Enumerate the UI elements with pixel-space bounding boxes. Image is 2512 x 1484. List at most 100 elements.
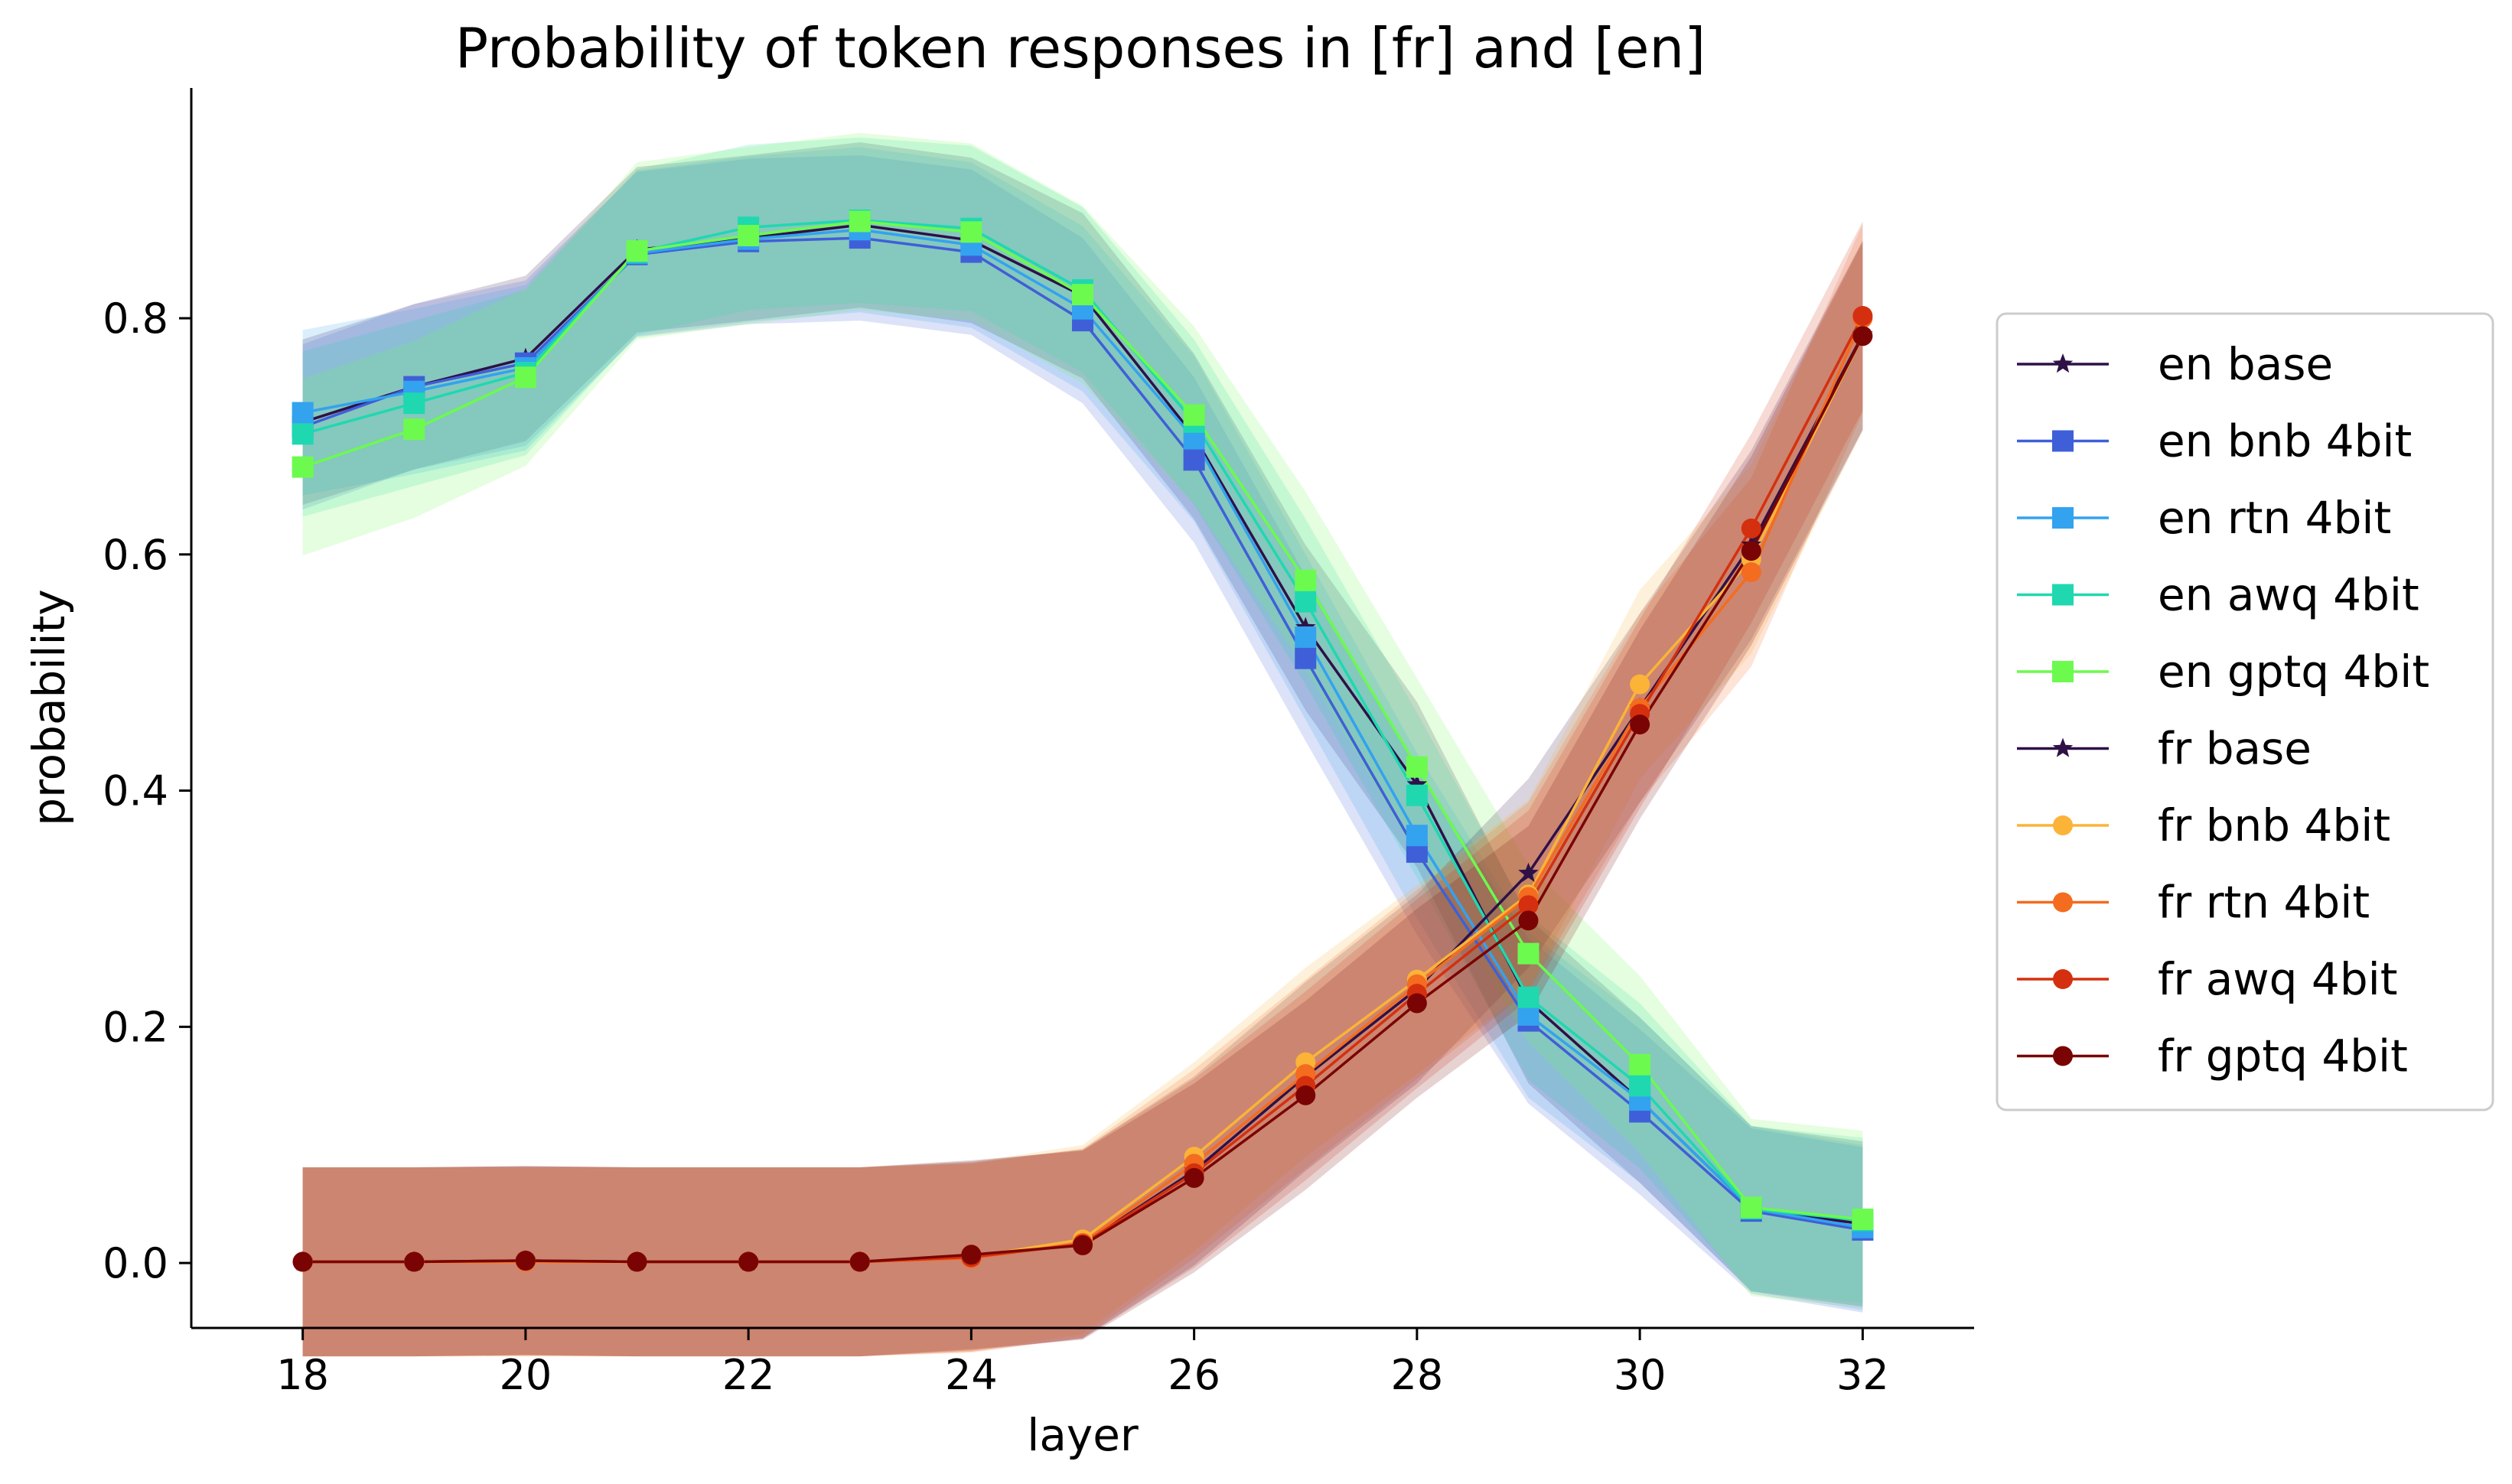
point-en-gptq-4bit-29: [1517, 942, 1539, 965]
band-en-rtn-4bit: [302, 147, 1863, 1310]
point-en-gptq-4bit-32: [1852, 1208, 1874, 1230]
y-tick-label: 0.0: [103, 1239, 168, 1287]
point-en-base-28: [1406, 773, 1428, 794]
legend-label-fr-bnb-4bit: fr bnb 4bit: [2158, 799, 2390, 851]
legend-marker-en-rtn-4bit: [2052, 507, 2074, 529]
band-fr-awq-4bit: [302, 221, 1863, 1357]
point-fr-awq-4bit-31: [1741, 518, 1761, 539]
point-en-gptq-4bit-19: [403, 418, 425, 441]
point-en-awq-4bit-18: [292, 423, 314, 445]
band-fr-gptq-4bit: [302, 241, 1863, 1357]
legend-marker-fr-awq-4bit: [2053, 969, 2073, 989]
x-tick-label: 20: [500, 1351, 552, 1399]
point-fr-gptq-4bit-26: [1184, 1167, 1204, 1188]
point-fr-gptq-4bit-18: [292, 1251, 313, 1272]
band-en-bnb-4bit: [302, 155, 1863, 1313]
legend-marker-en-bnb-4bit: [2052, 430, 2074, 452]
y-ticks: 0.0 0.2 0.4 0.6 0.8: [103, 295, 191, 1287]
point-fr-awq-4bit-29: [1518, 895, 1539, 916]
x-axis-label: layer: [1027, 1409, 1139, 1461]
legend-box: [1996, 312, 2494, 1111]
point-en-gptq-4bit-30: [1629, 1053, 1651, 1076]
x-tick-label: 28: [1391, 1351, 1444, 1399]
point-en-awq-4bit-29: [1517, 986, 1539, 1008]
legend-marker-en-gptq-4bit: [2052, 661, 2074, 682]
point-fr-gptq-4bit-21: [627, 1251, 647, 1272]
point-fr-gptq-4bit-19: [404, 1251, 425, 1272]
point-fr-gptq-4bit-27: [1295, 1085, 1316, 1105]
legend-label-fr-gptq-4bit: fr gptq 4bit: [2158, 1030, 2408, 1082]
point-fr-gptq-4bit-22: [738, 1251, 759, 1272]
band-fr-base: [302, 240, 1863, 1357]
band-fr-bnb-4bit: [302, 241, 1863, 1357]
legend-label-fr-awq-4bit: fr awq 4bit: [2158, 953, 2398, 1005]
point-fr-awq-4bit-32: [1852, 305, 1873, 326]
point-fr-gptq-4bit-25: [1073, 1235, 1093, 1255]
x-tick-label: 26: [1168, 1351, 1220, 1399]
x-tick-label: 30: [1614, 1351, 1667, 1399]
point-en-gptq-4bit-31: [1740, 1196, 1762, 1219]
y-tick-label: 0.2: [103, 1003, 168, 1051]
point-en-awq-4bit-30: [1629, 1075, 1651, 1097]
legend-label-fr-rtn-4bit: fr rtn 4bit: [2158, 877, 2370, 929]
band-en-base: [302, 142, 1863, 1307]
x-tick-label: 18: [276, 1351, 329, 1399]
point-fr-gptq-4bit-31: [1741, 541, 1761, 561]
point-en-awq-4bit-27: [1295, 591, 1317, 613]
point-en-awq-4bit-28: [1406, 784, 1428, 806]
point-en-rtn-4bit-28: [1406, 825, 1428, 847]
point-fr-gptq-4bit-32: [1852, 326, 1873, 347]
point-en-awq-4bit-19: [403, 392, 425, 415]
legend-label-en-bnb-4bit: en bnb 4bit: [2158, 415, 2412, 467]
legend-marker-fr-bnb-4bit: [2053, 815, 2073, 835]
point-en-gptq-4bit-26: [1183, 404, 1205, 426]
y-tick-label: 0.4: [103, 767, 168, 815]
legend-marker-fr-rtn-4bit: [2053, 892, 2073, 913]
point-en-rtn-4bit-18: [292, 402, 314, 424]
point-en-gptq-4bit-27: [1295, 569, 1317, 591]
chart-title: Probability of token responses in [fr] a…: [455, 16, 1706, 80]
point-en-gptq-4bit-28: [1406, 756, 1428, 778]
band-en-gptq-4bit: [302, 132, 1863, 1308]
point-fr-gptq-4bit-30: [1630, 714, 1650, 735]
x-tick-label: 32: [1836, 1351, 1889, 1399]
point-en-gptq-4bit-23: [849, 210, 871, 233]
x-tick-label: 22: [722, 1351, 775, 1399]
point-en-bnb-4bit-27: [1295, 647, 1317, 669]
point-fr-gptq-4bit-23: [849, 1251, 870, 1272]
band-fr-rtn-4bit: [302, 223, 1863, 1357]
series-markers: [292, 209, 1874, 1272]
x-tick-label: 24: [945, 1351, 998, 1399]
point-en-gptq-4bit-21: [626, 240, 648, 262]
legend-marker-en-awq-4bit: [2052, 584, 2074, 606]
legend-label-en-base: en base: [2158, 338, 2333, 390]
point-fr-gptq-4bit-24: [961, 1245, 982, 1265]
point-en-gptq-4bit-18: [292, 456, 314, 478]
legend-label-en-gptq-4bit: en gptq 4bit: [2158, 646, 2429, 698]
legend-label-fr-base: fr base: [2158, 723, 2312, 775]
x-ticks: 18 20 22 24 26 28 30 32: [276, 1328, 1889, 1399]
point-fr-base-29: [1518, 862, 1539, 882]
point-fr-gptq-4bit-28: [1406, 993, 1427, 1014]
point-fr-rtn-4bit-31: [1741, 561, 1761, 582]
legend-marker-fr-base: [2052, 737, 2074, 757]
legend-label-en-awq-4bit: en awq 4bit: [2158, 569, 2419, 621]
band-en-awq-4bit: [302, 137, 1863, 1303]
y-tick-label: 0.6: [103, 531, 168, 579]
point-en-gptq-4bit-24: [960, 221, 982, 243]
y-axis-label: probability: [23, 589, 75, 825]
legend-marker-en-base: [2052, 353, 2074, 373]
point-fr-gptq-4bit-20: [515, 1251, 536, 1271]
point-en-bnb-4bit-26: [1183, 449, 1205, 471]
point-fr-gptq-4bit-29: [1518, 910, 1539, 931]
point-en-gptq-4bit-22: [738, 224, 760, 246]
legend-marker-fr-gptq-4bit: [2053, 1046, 2073, 1066]
point-fr-bnb-4bit-30: [1630, 674, 1650, 695]
axes: [190, 88, 1974, 1329]
point-en-rtn-4bit-27: [1295, 626, 1317, 648]
y-tick-label: 0.8: [103, 295, 168, 343]
point-en-gptq-4bit-25: [1072, 284, 1093, 306]
point-en-gptq-4bit-20: [514, 366, 536, 389]
legend: en base en bnb 4bit en rtn 4bit en awq 4bit…: [1996, 312, 2494, 1111]
